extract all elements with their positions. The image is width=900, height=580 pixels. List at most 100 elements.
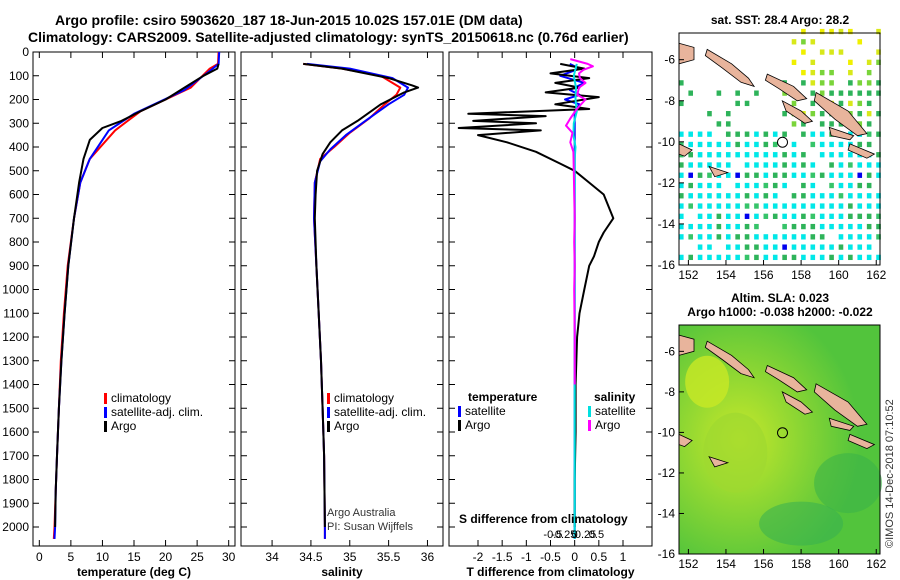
legend-title-salinity: salinity	[594, 390, 636, 404]
sst-cell	[848, 244, 853, 250]
sst-cell	[782, 244, 787, 250]
sst-cell	[829, 69, 834, 76]
sst-cell	[744, 152, 750, 158]
sst-cell	[744, 131, 750, 137]
sst-cell	[848, 90, 853, 96]
sst-cell	[744, 193, 750, 199]
sst-cell	[848, 172, 853, 178]
sst-cell	[866, 254, 872, 261]
legend-label: satellite	[465, 404, 506, 418]
sst-cell	[791, 223, 797, 230]
land-polygon	[708, 165, 730, 178]
sst-cell	[810, 80, 816, 86]
map-y-tick-label: -10	[658, 135, 676, 149]
legend-swatch	[104, 393, 107, 404]
sst-cell	[857, 172, 863, 178]
sst-cell	[716, 162, 722, 168]
series-line-s-argo	[565, 58, 594, 385]
sst-cell	[819, 49, 825, 55]
sst-cell	[838, 213, 844, 219]
legend-swatch	[104, 407, 107, 418]
y-tick-label: 1400	[2, 378, 29, 392]
land-polygon	[764, 364, 808, 393]
sst-cell	[707, 193, 712, 199]
sst-cell	[763, 213, 769, 219]
sst-cell	[848, 182, 853, 189]
sst-cell	[782, 203, 787, 209]
sst-cell	[801, 234, 806, 240]
sst-cell	[735, 90, 740, 96]
sst-cell	[679, 182, 684, 189]
map-x-tick-label: 162	[866, 268, 886, 282]
sst-cell	[697, 182, 703, 189]
sst-cell	[801, 28, 806, 35]
sst-cell	[744, 172, 750, 178]
map-x-tick-label: 152	[678, 268, 698, 282]
sst-cell	[810, 90, 816, 96]
sst-cell	[819, 244, 825, 250]
sst-cell	[716, 223, 722, 230]
sst-cell	[857, 111, 863, 117]
sst-cell	[679, 141, 684, 148]
annotation-pi: PI: Susan Wijffels	[327, 521, 413, 533]
x-tick-label: 25	[190, 550, 204, 564]
legend-title-temperature: temperature	[468, 390, 538, 404]
sst-cell	[763, 234, 769, 240]
x-tick-label: 5	[68, 550, 75, 564]
sst-cell	[697, 203, 703, 209]
sst-cell	[744, 223, 750, 230]
sst-cell	[679, 162, 684, 168]
sst-cell	[744, 141, 750, 148]
sst-cell	[838, 162, 844, 168]
sst-cell	[801, 182, 806, 189]
sst-cell	[866, 100, 872, 107]
sst-cell	[801, 121, 806, 127]
sst-cell	[810, 254, 816, 261]
sst-cell	[782, 111, 787, 117]
sst-cell	[763, 172, 769, 178]
sst-cell	[725, 223, 731, 230]
y-tick-label: 500	[9, 164, 29, 178]
sst-cell	[857, 80, 863, 86]
map-y-tick-label: -14	[658, 217, 676, 231]
sst-cell	[716, 234, 722, 240]
legend-label: Argo	[111, 419, 137, 433]
sst-cell	[754, 203, 759, 209]
map-x-tick-label: 154	[716, 557, 736, 571]
y-tick-label: 200	[9, 93, 29, 107]
sst-cell	[725, 193, 731, 199]
sst-cell	[838, 49, 844, 55]
sst-cell	[688, 193, 693, 199]
land-polygon	[764, 73, 808, 102]
sst-cell	[772, 152, 778, 158]
y-tick-label: 600	[9, 188, 29, 202]
map-map_sst: sat. SST: 28.4 Argo: 28.2 152 154 156 158 160…	[658, 13, 887, 282]
land-polygon	[813, 91, 868, 137]
sst-cell	[866, 111, 872, 117]
sla-blob	[759, 501, 844, 546]
sst-cell	[679, 234, 684, 240]
sst-cell	[725, 111, 731, 117]
sst-cell	[763, 203, 769, 209]
sst-cell	[744, 100, 750, 107]
sst-cell	[838, 244, 844, 250]
sst-cell	[819, 213, 825, 219]
sst-cell	[866, 234, 872, 240]
top-tick-label: 0	[572, 529, 578, 541]
sla-blob	[685, 355, 730, 408]
sst-cell	[697, 244, 703, 250]
y-tick-label: 1900	[2, 496, 29, 510]
sst-cell	[735, 244, 740, 250]
sst-cell	[819, 152, 825, 158]
sst-cell	[848, 162, 853, 168]
sst-cell	[754, 162, 759, 168]
legend-swatch	[327, 407, 330, 418]
y-tick-label: 700	[9, 211, 29, 225]
sst-cell	[791, 162, 797, 168]
sst-cell	[876, 80, 881, 86]
sst-cell	[707, 234, 712, 240]
sst-cell	[829, 254, 834, 261]
map-x-tick-label: 162	[866, 557, 886, 571]
sst-cell	[810, 244, 816, 250]
sst-cell	[857, 90, 863, 96]
